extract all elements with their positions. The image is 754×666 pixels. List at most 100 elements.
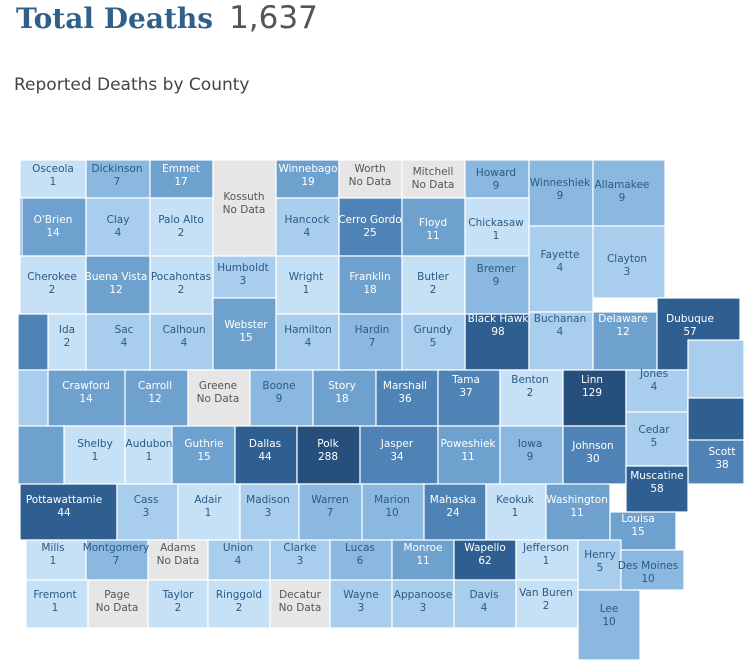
county-jackson[interactable]: [687, 397, 745, 441]
county-henry[interactable]: [577, 539, 622, 591]
county-benton[interactable]: [499, 369, 564, 427]
county-deaths-lucas: 6: [357, 555, 364, 567]
county-sac[interactable]: [85, 313, 151, 371]
county-franklin[interactable]: [338, 255, 403, 315]
county-dickinson[interactable]: [85, 159, 151, 199]
county-name-montgomery: Montgomery: [83, 542, 150, 554]
county-mahaska[interactable]: [423, 483, 487, 541]
county-washington[interactable]: [545, 483, 611, 541]
county-jasper[interactable]: [359, 425, 439, 485]
county-name-madison: Madison: [246, 494, 290, 506]
county-page[interactable]: [87, 579, 149, 629]
county-name-keokuk: Keokuk: [496, 494, 535, 506]
county-name-fremont: Fremont: [33, 589, 76, 601]
county-polk[interactable]: [296, 425, 361, 485]
county-muscatine[interactable]: [625, 465, 689, 513]
county-name-wright: Wright: [289, 271, 324, 283]
county-monroe[interactable]: [391, 539, 455, 581]
county-clayton[interactable]: [592, 225, 666, 299]
county-clinton[interactable]: [687, 339, 745, 399]
county-audubon[interactable]: [124, 425, 173, 485]
county-cass[interactable]: [116, 483, 179, 541]
county-harrison[interactable]: [17, 425, 65, 485]
county-deaths-washington: 11: [570, 507, 583, 519]
county-deaths-kossuth: No Data: [223, 204, 266, 216]
county-pottawattamie[interactable]: [19, 483, 118, 541]
county-hardin[interactable]: [338, 313, 403, 371]
county-deaths-howard: 9: [493, 180, 500, 192]
county-name-decatur: Decatur: [279, 589, 322, 601]
county-madison[interactable]: [239, 483, 300, 541]
county-plymouth[interactable]: [19, 197, 23, 257]
county-deaths-van-buren: 2: [543, 600, 550, 612]
county-boone[interactable]: [249, 369, 314, 427]
county-mills[interactable]: [25, 539, 87, 581]
county-deaths-tama: 37: [459, 387, 472, 399]
county-deaths-monroe: 11: [416, 555, 429, 567]
county-name-story: Story: [328, 380, 356, 392]
county-delaware[interactable]: [592, 311, 658, 371]
county-poweshiek[interactable]: [437, 425, 501, 485]
county-name-worth: Worth: [354, 163, 385, 175]
county-appanoose[interactable]: [391, 579, 455, 629]
county-allamakee[interactable]: [592, 159, 666, 227]
county-name-osceola: Osceola: [32, 163, 74, 175]
county-name-polk: Polk: [317, 438, 339, 450]
county-winnebago[interactable]: [275, 159, 340, 199]
county-monona[interactable]: [17, 369, 49, 427]
county-marshall[interactable]: [375, 369, 439, 427]
county-adair[interactable]: [177, 483, 241, 541]
county-taylor[interactable]: [147, 579, 209, 629]
county-tama[interactable]: [437, 369, 501, 427]
county-name-louisa: Louisa: [621, 513, 655, 525]
county-name-hardin: Hardin: [355, 324, 390, 336]
county-howard[interactable]: [464, 159, 530, 199]
county-name-webster: Webster: [224, 319, 268, 331]
county-deaths-dickinson: 7: [114, 176, 121, 188]
county-clay[interactable]: [85, 197, 151, 257]
county-hamilton[interactable]: [275, 313, 340, 371]
county-deaths-cerro-gordo: 25: [363, 227, 376, 239]
county-deaths-buena-vista: 12: [109, 284, 122, 296]
county-kossuth[interactable]: [212, 159, 277, 257]
county-wayne[interactable]: [329, 579, 393, 629]
county-carroll[interactable]: [124, 369, 189, 427]
county-decatur[interactable]: [269, 579, 331, 629]
county-union[interactable]: [207, 539, 271, 581]
county-johnson[interactable]: [562, 425, 627, 485]
county-name-emmet: Emmet: [162, 163, 200, 175]
county-grundy[interactable]: [401, 313, 466, 371]
county-woodbury[interactable]: [17, 313, 49, 371]
county-lucas[interactable]: [329, 539, 393, 581]
county-jefferson[interactable]: [515, 539, 579, 581]
county-greene[interactable]: [187, 369, 251, 427]
county-deaths-johnson: 30: [586, 453, 599, 465]
county-deaths-winneshiek: 9: [557, 190, 564, 202]
county-crawford[interactable]: [47, 369, 126, 427]
county-deaths-shelby: 1: [92, 451, 99, 463]
county-palo-alto[interactable]: [149, 197, 214, 257]
county-humboldt[interactable]: [212, 255, 277, 299]
county-buchanan[interactable]: [528, 311, 594, 371]
county-warren[interactable]: [298, 483, 363, 541]
county-deaths-wright: 1: [303, 284, 310, 296]
county-bremer[interactable]: [464, 255, 530, 315]
county-winneshiek[interactable]: [528, 159, 594, 227]
county-buena-vista[interactable]: [85, 255, 151, 315]
county-lee[interactable]: [577, 589, 641, 661]
county-name-hancock: Hancock: [284, 214, 330, 226]
county-montgomery[interactable]: [85, 539, 149, 581]
county-adams[interactable]: [147, 539, 209, 581]
county-emmet[interactable]: [149, 159, 214, 199]
county-keokuk[interactable]: [485, 483, 547, 541]
county-des-moines[interactable]: [620, 549, 685, 591]
county-name-calhoun: Calhoun: [162, 324, 205, 336]
county-deaths-adams: No Data: [157, 555, 200, 567]
county-fremont[interactable]: [25, 579, 89, 629]
county-cherokee[interactable]: [19, 255, 87, 315]
county-deaths-dallas: 44: [258, 451, 272, 463]
county-ringgold[interactable]: [207, 579, 271, 629]
county-name-lee: Lee: [600, 603, 619, 615]
county-hancock[interactable]: [275, 197, 340, 257]
